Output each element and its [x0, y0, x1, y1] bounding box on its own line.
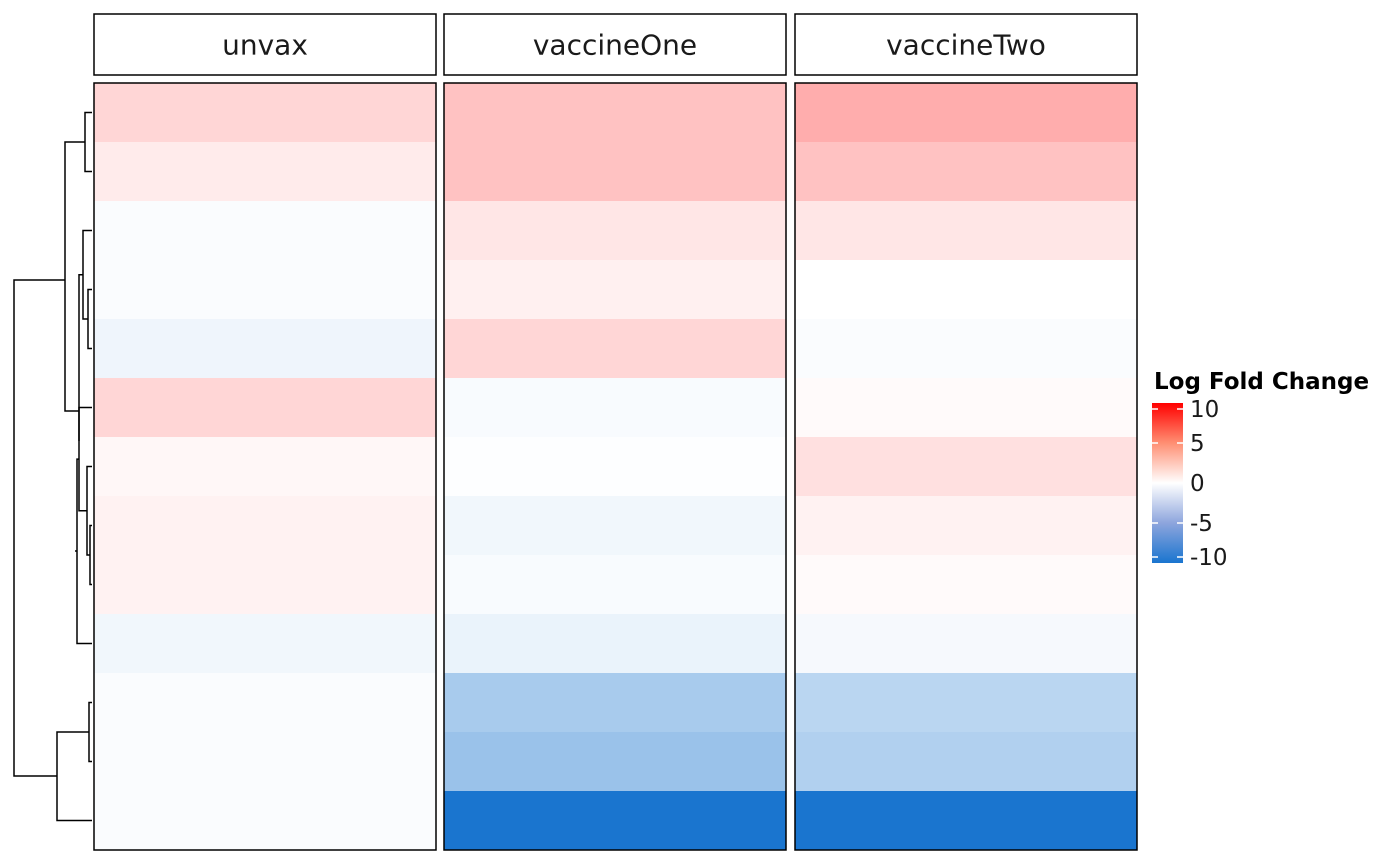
heatmap-cell — [795, 260, 1137, 320]
heatmap-cell — [795, 555, 1137, 615]
heatmap-cell — [94, 673, 436, 733]
legend-tick-label: 10 — [1190, 397, 1219, 423]
panel-strip — [794, 13, 1138, 76]
panel-vaccineTwo: vaccineTwo — [794, 13, 1138, 851]
heatmap-cell — [94, 142, 436, 202]
heatmap-cell — [94, 260, 436, 320]
dendrogram-branch — [89, 524, 92, 586]
heatmap-cell — [444, 83, 786, 143]
dendrogram-branch — [84, 111, 92, 173]
heatmap-cell — [795, 614, 1137, 674]
heatmap-cell — [795, 378, 1137, 438]
heatmap-cell — [444, 142, 786, 202]
heatmap-cell — [795, 142, 1137, 202]
heatmap-cell — [444, 732, 786, 792]
heatmap-panels: unvax vaccineOne vaccineTwo — [93, 13, 1138, 851]
dendrogram-branch — [76, 458, 79, 551]
heatmap-cell — [94, 614, 436, 674]
heatmap-cell — [94, 201, 436, 261]
heatmap-cell — [444, 319, 786, 379]
dendrogram-branch — [64, 141, 85, 412]
legend-title: Log Fold Change — [1154, 369, 1369, 395]
panel-border — [443, 82, 787, 851]
dendrogram-branch — [88, 701, 92, 763]
panel-strip — [443, 13, 787, 76]
heatmap-cell — [94, 791, 436, 851]
heatmap-cell — [94, 83, 436, 143]
color-legend: Log Fold Change 10 5 0 -5 -10 — [1152, 369, 1369, 571]
heatmap-cell — [444, 437, 786, 497]
heatmap-cell — [94, 732, 436, 792]
dendrogram-branch — [13, 279, 65, 777]
heatmap-cell — [444, 260, 786, 320]
heatmap-cell — [94, 496, 436, 556]
dendrogram-branch — [78, 274, 83, 441]
dendrogram-branch — [56, 731, 92, 822]
heatmap-cell — [94, 378, 436, 438]
heatmap-cell — [795, 437, 1137, 497]
heatmap-cell — [795, 496, 1137, 556]
dendrogram-branch — [87, 288, 92, 350]
panel-label: vaccineTwo — [886, 29, 1046, 62]
dendrogram-branch — [76, 551, 92, 645]
heatmap-cell — [444, 496, 786, 556]
heatmap-cell — [444, 378, 786, 438]
heatmap-cell — [444, 673, 786, 733]
heatmap-cell — [795, 791, 1137, 851]
heatmap-cell — [795, 732, 1137, 792]
panel-unvax: unvax — [93, 13, 437, 851]
heatmap-cell — [444, 614, 786, 674]
legend-tick-label: 0 — [1190, 471, 1205, 497]
heatmap-cell — [795, 319, 1137, 379]
legend-tick-label: -10 — [1190, 545, 1228, 571]
heatmap-cell — [444, 555, 786, 615]
heatmap-cell — [795, 201, 1137, 261]
panel-label: unvax — [222, 29, 308, 62]
heatmap-cell — [795, 673, 1137, 733]
panel-vaccineOne: vaccineOne — [443, 13, 787, 851]
heatmap-cell — [795, 83, 1137, 143]
heatmap-cell — [444, 791, 786, 851]
row-dendrogram — [13, 111, 92, 822]
heatmap-cell — [94, 555, 436, 615]
legend-tick-label: 5 — [1190, 431, 1205, 457]
panel-border — [93, 82, 437, 851]
heatmap-cell — [94, 319, 436, 379]
legend-tick-label: -5 — [1190, 511, 1213, 537]
panel-label: vaccineOne — [533, 29, 697, 62]
panel-border — [794, 82, 1138, 851]
heatmap-cell — [94, 437, 436, 497]
heatmap-cell — [444, 201, 786, 261]
dendrogram-branch — [78, 406, 92, 512]
panel-strip — [93, 13, 437, 76]
